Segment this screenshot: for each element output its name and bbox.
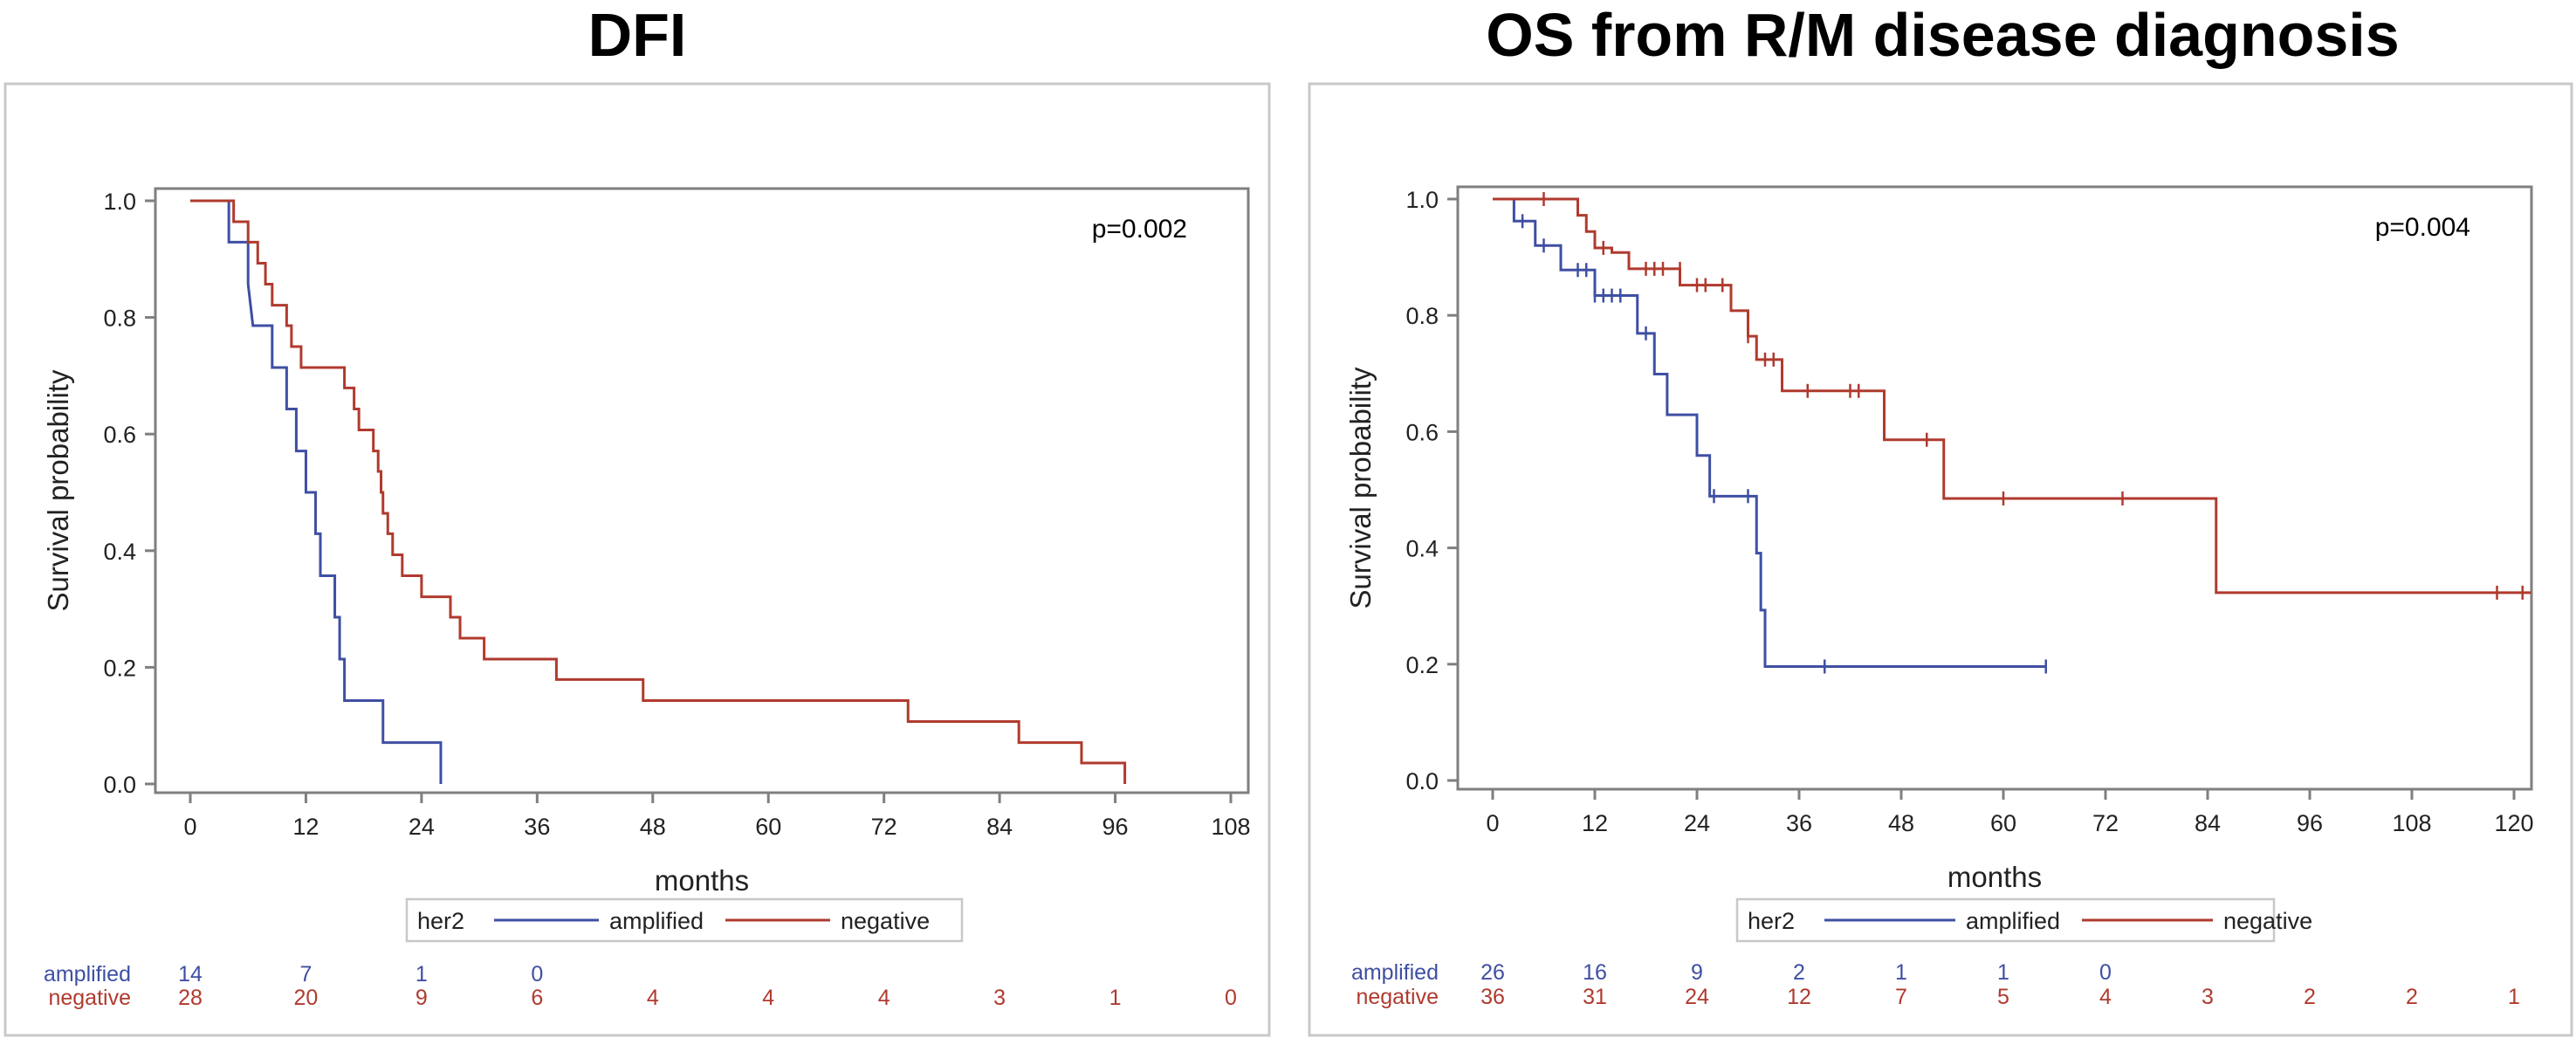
chart1-series-line-amplified — [190, 199, 443, 784]
chart1-atrisk-value-amplified: 1 — [416, 962, 428, 986]
chart1-legend-title: her2 — [417, 908, 464, 934]
chart2-atrisk-value-negative: 4 — [2099, 985, 2112, 1009]
chart2-atrisk-value-amplified: 0 — [2099, 960, 2112, 985]
chart2-legend-label-amplified: amplified — [1966, 908, 2060, 934]
chart1-x-tick-label: 12 — [292, 814, 319, 840]
chart2-x-tick-label: 60 — [1990, 810, 2016, 836]
chart1-y-tick-label: 0.0 — [103, 772, 136, 798]
chart1-y-tick-label: 0.8 — [103, 306, 136, 332]
chart2-atrisk-value-negative: 12 — [1787, 985, 1811, 1009]
chart2-x-tick-label: 24 — [1684, 810, 1710, 836]
chart2-x-tick-label: 48 — [1888, 810, 1914, 836]
chart2-x-axis-label: months — [1947, 861, 2042, 893]
chart2-plot-frame — [1456, 185, 2533, 791]
chart1-atrisk-value-negative: 4 — [762, 986, 774, 1010]
chart2-x-tick-label: 84 — [2195, 810, 2221, 836]
chart2-x-tick-label: 108 — [2392, 810, 2431, 836]
chart1-atrisk-value-negative: 1 — [1109, 986, 1122, 1010]
chart2-atrisk-value-negative: 24 — [1685, 985, 1709, 1009]
chart1-atrisk-value-amplified: 14 — [178, 962, 203, 986]
chart1-legend-label-negative: negative — [841, 908, 930, 934]
chart2-atrisk-value-amplified: 26 — [1480, 960, 1505, 985]
chart2-x-tick-label: 96 — [2297, 810, 2323, 836]
chart2-atrisk-value-amplified: 9 — [1691, 960, 1703, 985]
chart2-atrisk-label-negative: negative — [1356, 985, 1439, 1009]
chart2-atrisk-value-amplified: 16 — [1583, 960, 1607, 985]
chart2-y-axis-label: Survival probability — [1344, 367, 1377, 608]
chart2-y-tick-label: 0.4 — [1405, 536, 1439, 562]
chart1-y-axis-label: Survival probability — [42, 369, 74, 611]
chart2-atrisk-value-negative: 7 — [1895, 985, 1907, 1009]
chart2-series-line-negative — [1493, 197, 2531, 595]
chart2-atrisk-value-amplified: 2 — [1793, 960, 1805, 985]
chart1-atrisk-value-negative: 0 — [1225, 986, 1237, 1010]
chart-title-os: OS from R/M disease diagnosis — [1486, 1, 2400, 69]
chart2-panel-border — [1308, 82, 2573, 1037]
chart1-x-tick-label: 0 — [183, 814, 196, 840]
chart1-atrisk-value-negative: 20 — [294, 986, 319, 1010]
chart2-y-tick-label: 0.8 — [1405, 303, 1439, 329]
chart2-atrisk-value-negative: 5 — [1997, 985, 2009, 1009]
chart2-x-tick-label: 0 — [1486, 810, 1499, 836]
chart2-legend-title: her2 — [1748, 908, 1795, 934]
chart2-atrisk-value-negative: 2 — [2304, 985, 2316, 1009]
chart1-p-value-annotation: p=0.002 — [1092, 215, 1187, 244]
chart1-x-tick-label: 36 — [524, 814, 550, 840]
chart2-atrisk-value-amplified: 1 — [1997, 960, 2009, 985]
chart1-atrisk-value-negative: 4 — [878, 986, 890, 1010]
chart1-x-tick-label: 72 — [871, 814, 897, 840]
chart2-atrisk-value-negative: 2 — [2406, 985, 2418, 1009]
chart2-y-tick-label: 0.6 — [1405, 419, 1439, 445]
chart1-atrisk-label-negative: negative — [48, 986, 131, 1010]
chart1-x-axis-label: months — [655, 864, 749, 897]
chart1-plot-frame — [154, 187, 1250, 794]
chart2-atrisk-label-amplified: amplified — [1351, 960, 1439, 985]
chart-title-dfi: DFI — [587, 1, 687, 69]
chart1-x-tick-label: 60 — [755, 814, 781, 840]
chart1-atrisk-value-negative: 28 — [178, 986, 203, 1010]
chart2-atrisk-value-negative: 36 — [1480, 985, 1505, 1009]
chart1-atrisk-label-amplified: amplified — [44, 962, 131, 986]
chart2-atrisk-value-negative: 31 — [1583, 985, 1607, 1009]
chart2-legend-label-negative: negative — [2223, 908, 2312, 934]
chart1-x-tick-label: 108 — [1211, 814, 1250, 840]
chart1-y-tick-label: 0.4 — [103, 539, 136, 565]
chart2-p-value-annotation: p=0.004 — [2375, 213, 2470, 242]
chart1-x-tick-label: 96 — [1103, 814, 1129, 840]
chart1-atrisk-value-negative: 4 — [647, 986, 659, 1010]
chart2-y-tick-label: 0.2 — [1405, 652, 1439, 678]
chart1-x-tick-label: 84 — [986, 814, 1013, 840]
chart1-series-line-negative — [190, 199, 1127, 784]
chart1-y-tick-label: 0.2 — [103, 655, 136, 681]
chart2-series-line-amplified — [1493, 197, 2046, 668]
chart2-atrisk-value-amplified: 1 — [1895, 960, 1907, 985]
chart1-y-tick-label: 1.0 — [103, 189, 136, 215]
chart2-atrisk-value-negative: 3 — [2202, 985, 2214, 1009]
chart2-x-tick-label: 12 — [1582, 810, 1608, 836]
chart2-x-tick-label: 120 — [2494, 810, 2533, 836]
chart2-x-tick-label: 36 — [1786, 810, 1812, 836]
chart1-x-tick-label: 48 — [640, 814, 666, 840]
chart2-x-tick-label: 72 — [2092, 810, 2119, 836]
chart1-atrisk-value-negative: 3 — [993, 986, 1006, 1010]
chart1-atrisk-value-amplified: 0 — [531, 962, 543, 986]
chart1-atrisk-value-amplified: 7 — [299, 962, 312, 986]
chart2-atrisk-value-negative: 1 — [2508, 985, 2520, 1009]
chart2-y-tick-label: 1.0 — [1405, 187, 1439, 213]
chart1-legend-label-amplified: amplified — [609, 908, 704, 934]
chart1-atrisk-value-negative: 9 — [416, 986, 428, 1010]
chart1-panel-border — [3, 82, 1271, 1037]
chart1-atrisk-value-negative: 6 — [531, 986, 543, 1010]
chart1-y-tick-label: 0.6 — [103, 422, 136, 448]
chart1-x-tick-label: 24 — [409, 814, 435, 840]
chart2-y-tick-label: 0.0 — [1405, 768, 1439, 794]
